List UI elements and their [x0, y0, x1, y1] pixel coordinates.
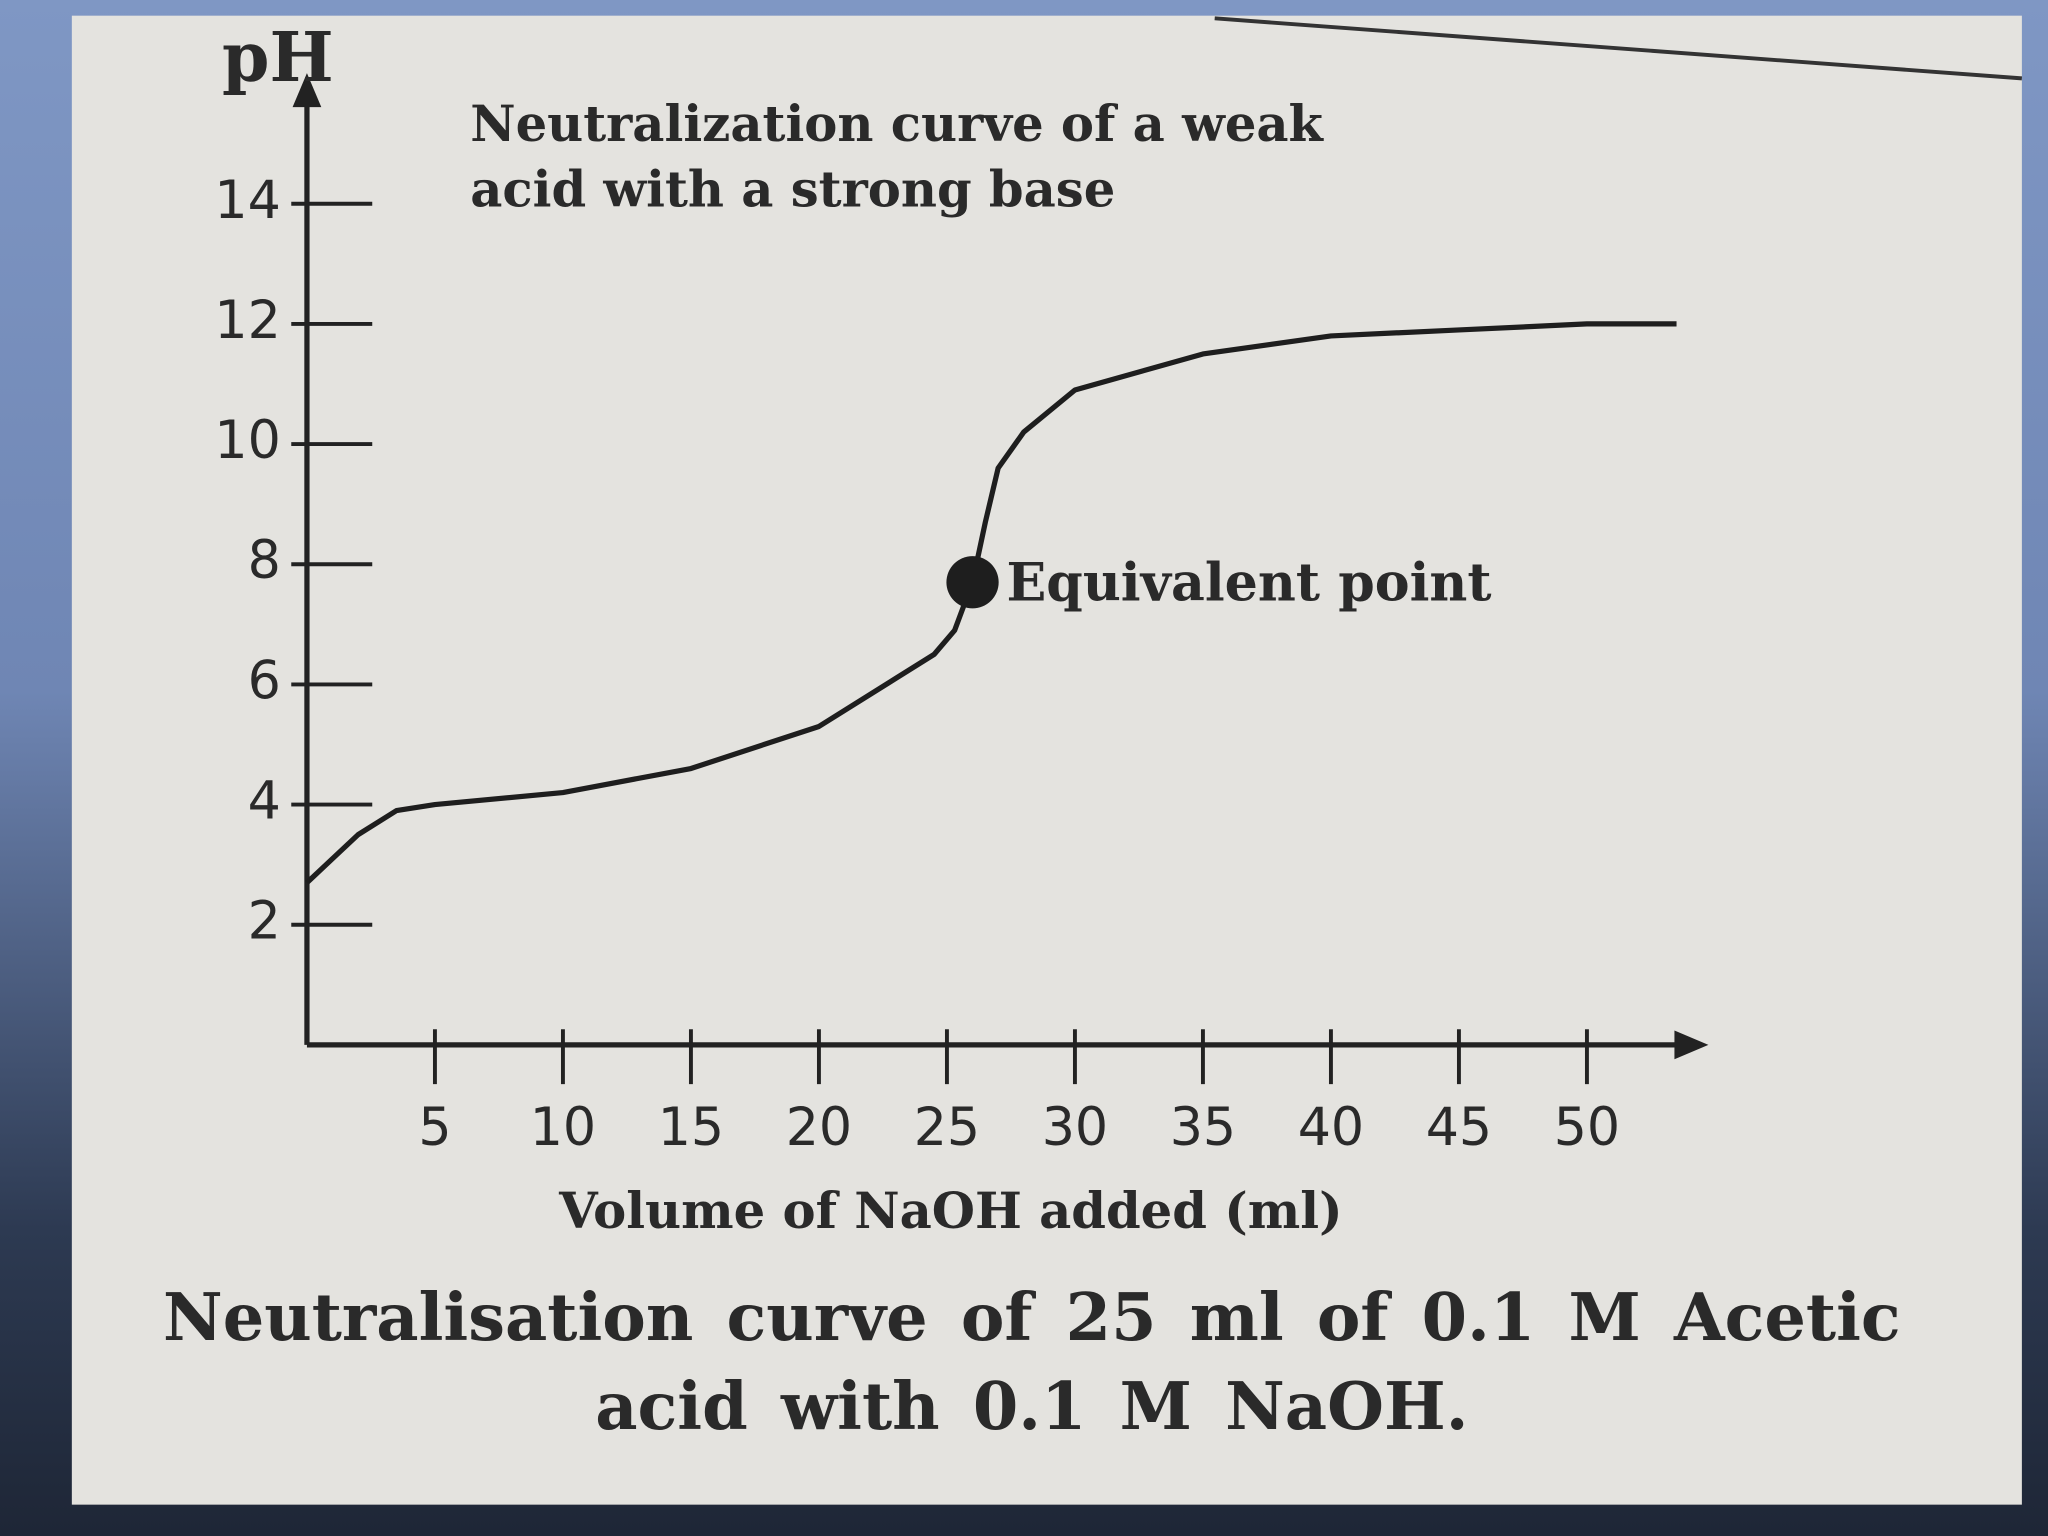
curve [305, 321, 1677, 885]
x-tick-label: 30 [1042, 1098, 1108, 1158]
x-tick-label: 5 [418, 1098, 451, 1158]
caption-box: Neutralisation curve of 25 ml of 0.1 M A… [163, 1278, 1901, 1445]
y-tick-label: 10 [214, 411, 280, 471]
x-tick-label: 20 [786, 1098, 852, 1158]
chart-title: Neutralization curve of a weak acid with… [470, 94, 1323, 219]
x-tick-label: 10 [530, 1098, 596, 1158]
y-axis-arrow [292, 73, 322, 108]
x-axis-label: Volume of NaOH added (ml) [558, 1181, 1342, 1240]
y-tick-label: 12 [214, 291, 280, 351]
page-edge [1214, 16, 2023, 81]
y-axis-label: pH [222, 18, 334, 98]
y-tick-label: 2 [248, 892, 281, 952]
paper [71, 15, 2022, 1505]
x-tick-label: 45 [1426, 1098, 1492, 1158]
x-tick-label: 35 [1170, 1098, 1236, 1158]
title-box: Neutralization curve of a weak acid with… [470, 94, 1323, 219]
y-tick-label: 6 [248, 651, 281, 711]
x-tick-label: 25 [914, 1098, 980, 1158]
y-tick-label: 4 [248, 772, 281, 832]
y-tick-label: 14 [214, 171, 280, 231]
x-axis-arrow [1674, 1030, 1709, 1060]
equivalence-point [946, 556, 999, 609]
x-tick-label: 50 [1554, 1098, 1620, 1158]
y-tick-label: 8 [248, 531, 281, 591]
x-tick-label: 15 [658, 1098, 724, 1158]
x-tick-label: 40 [1298, 1098, 1364, 1158]
caption: Neutralisation curve of 25 ml of 0.1 M A… [163, 1278, 1901, 1445]
annotation-label: Equivalent point [1006, 553, 1491, 614]
